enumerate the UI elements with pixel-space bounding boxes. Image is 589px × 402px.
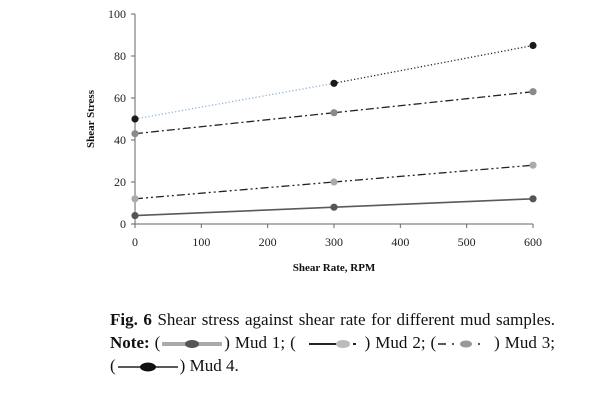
- series-2: [131, 161, 537, 203]
- y-tick-label: 0: [120, 217, 126, 231]
- series-1-segment: [134, 206, 335, 217]
- series-layer: [131, 41, 537, 220]
- series-2-point: [529, 161, 537, 169]
- y-tick-label: 60: [114, 91, 126, 105]
- caption-item-3: ) Mud 3;: [494, 333, 556, 352]
- mud-2-swatch-icon: [308, 340, 356, 349]
- mud-3-swatch-icon: [438, 340, 481, 348]
- x-tick-label: 200: [259, 235, 277, 249]
- caption-note-label: Note:: [110, 333, 150, 352]
- caption-item-1: ) Mud 1; (: [224, 333, 296, 352]
- x-tick-label: 400: [391, 235, 409, 249]
- x-tick-label: 300: [325, 235, 343, 249]
- series-2-point: [131, 195, 139, 203]
- series-4: [131, 41, 537, 123]
- mud-1-swatch-icon: [162, 340, 223, 349]
- x-tick-label: 100: [192, 235, 210, 249]
- x-tick-label: 500: [458, 235, 476, 249]
- y-tick-label: 20: [114, 175, 126, 189]
- series-3-segment: [333, 91, 534, 114]
- y-axis-ticks: 0 20 40 60 80 100: [108, 7, 135, 231]
- series-4-point: [330, 79, 338, 87]
- series-4-segment: [333, 44, 534, 84]
- caption-fig-label: Fig. 6: [110, 310, 152, 329]
- series-1: [131, 195, 537, 220]
- x-axis-title: Shear Rate, RPM: [293, 262, 376, 274]
- y-tick-label: 100: [108, 7, 126, 21]
- series-3: [131, 88, 537, 138]
- series-2-segment: [134, 181, 335, 200]
- x-tick-label: 600: [524, 235, 542, 249]
- x-axis-ticks: 0 100 200 300 400 500 600: [132, 224, 542, 249]
- series-1-segment: [333, 198, 534, 208]
- caption-item-4: ) Mud 4.: [179, 356, 239, 375]
- series-3-point: [131, 130, 139, 138]
- series-4-point: [529, 41, 537, 50]
- series-4-segment: [134, 82, 335, 120]
- y-axis-title: Shear Stress: [85, 89, 97, 148]
- series-3-point: [529, 88, 537, 96]
- series-3-point: [330, 109, 338, 117]
- series-4-point: [131, 115, 139, 123]
- series-1-point: [330, 203, 338, 211]
- mud-4-swatch-icon: [117, 362, 178, 372]
- caption-text: Shear stress against shear rate for diff…: [151, 310, 556, 329]
- series-3-segment: [134, 112, 335, 135]
- caption-item-2: ) Mud 2; (: [364, 333, 437, 352]
- series-1-point: [529, 195, 537, 203]
- y-tick-label: 80: [114, 49, 126, 63]
- y-tick-label: 40: [114, 133, 126, 147]
- x-tick-label: 0: [132, 235, 138, 249]
- series-1-point: [131, 212, 139, 220]
- series-2-segment: [333, 164, 534, 183]
- series-2-point: [330, 178, 338, 186]
- figure-caption: Fig. 6 Shear stress against shear rate f…: [110, 310, 556, 375]
